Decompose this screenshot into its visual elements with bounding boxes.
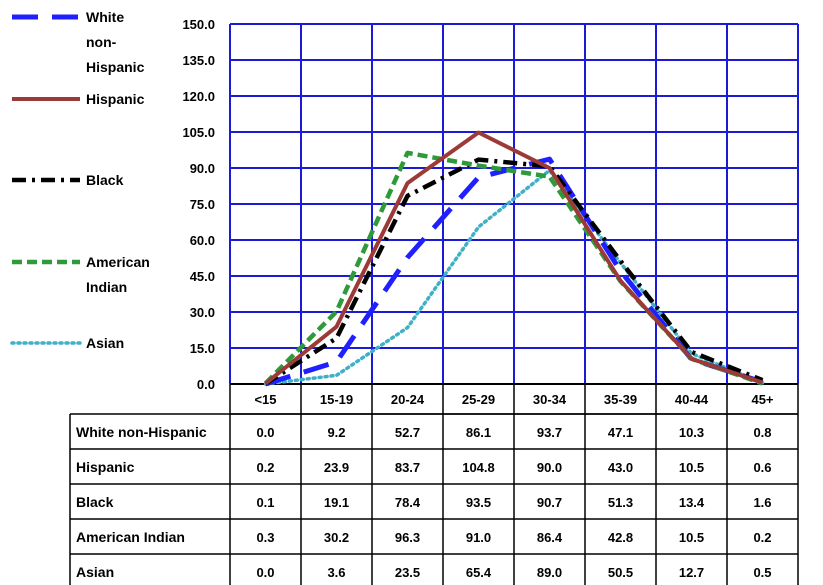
- table-cell-value: 0.3: [256, 530, 274, 545]
- table-cell-value: 0.2: [256, 460, 274, 475]
- table-cell-value: 0.0: [256, 565, 274, 580]
- legend-label: Indian: [86, 279, 127, 295]
- table-cell-value: 30.2: [324, 530, 349, 545]
- table-cell-value: 91.0: [466, 530, 491, 545]
- table-cell-value: 50.5: [608, 565, 633, 580]
- x-category-label: 25-29: [462, 392, 495, 407]
- table-row-label: White non-Hispanic: [76, 424, 207, 440]
- legend-label: American: [86, 254, 150, 270]
- table-cell-value: 65.4: [466, 565, 492, 580]
- legend-label: Hispanic: [86, 59, 145, 75]
- table-row-label: American Indian: [76, 529, 185, 545]
- y-tick-label: 30.0: [190, 305, 215, 320]
- y-tick-label: 135.0: [182, 53, 215, 68]
- table-cell-value: 78.4: [395, 495, 421, 510]
- table-cell-value: 86.1: [466, 425, 491, 440]
- table-cell-value: 83.7: [395, 460, 420, 475]
- table-cell-value: 96.3: [395, 530, 420, 545]
- y-tick-label: 0.0: [197, 377, 215, 392]
- table-cell-value: 10.5: [679, 460, 704, 475]
- legend-label: non-: [86, 34, 117, 50]
- table-cell-value: 47.1: [608, 425, 633, 440]
- x-category-label: 40-44: [675, 392, 709, 407]
- table-cell-value: 12.7: [679, 565, 704, 580]
- table-cell-value: 1.6: [753, 495, 771, 510]
- x-category-label: 45+: [751, 392, 773, 407]
- y-tick-label: 75.0: [190, 197, 215, 212]
- table-cell-value: 23.5: [395, 565, 420, 580]
- y-tick-label: 90.0: [190, 161, 215, 176]
- y-tick-label: 15.0: [190, 341, 215, 356]
- x-category-label: 15-19: [320, 392, 353, 407]
- legend-label: White: [86, 9, 124, 25]
- x-category-label: 30-34: [533, 392, 567, 407]
- table-cell-value: 93.5: [466, 495, 491, 510]
- table-cell-value: 19.1: [324, 495, 349, 510]
- series-line: [264, 157, 764, 386]
- legend-label: Hispanic: [86, 91, 145, 107]
- table-cell-value: 10.5: [679, 530, 704, 545]
- table-cell-value: 0.5: [753, 565, 771, 580]
- table-cell-value: 13.4: [679, 495, 705, 510]
- table-row-label: Black: [76, 494, 114, 510]
- legend-label: Black: [86, 172, 124, 188]
- table-cell-value: 86.4: [537, 530, 563, 545]
- y-tick-label: 150.0: [182, 17, 215, 32]
- table-cell-value: 90.7: [537, 495, 562, 510]
- x-category-label: 20-24: [391, 392, 425, 407]
- table-cell-value: 3.6: [327, 565, 345, 580]
- table-cell-value: 93.7: [537, 425, 562, 440]
- table-row-label: Asian: [76, 564, 114, 580]
- table-cell-value: 0.8: [753, 425, 771, 440]
- y-tick-label: 120.0: [182, 89, 215, 104]
- table-cell-value: 51.3: [608, 495, 633, 510]
- table-row-label: Hispanic: [76, 459, 135, 475]
- y-tick-label: 60.0: [190, 233, 215, 248]
- table-cell-value: 52.7: [395, 425, 420, 440]
- table-cell-value: 10.3: [679, 425, 704, 440]
- table-cell-value: 0.2: [753, 530, 771, 545]
- table-cell-value: 89.0: [537, 565, 562, 580]
- table-cell-value: 90.0: [537, 460, 562, 475]
- table-cell-value: 0.6: [753, 460, 771, 475]
- series-line: [264, 130, 764, 386]
- table-cell-value: 9.2: [327, 425, 345, 440]
- y-tick-label: 105.0: [182, 125, 215, 140]
- x-category-label: <15: [254, 392, 276, 407]
- table-cell-value: 43.0: [608, 460, 633, 475]
- table-cell-value: 0.0: [256, 425, 274, 440]
- table-cell-value: 0.1: [256, 495, 274, 510]
- x-category-label: 35-39: [604, 392, 637, 407]
- legend-label: Asian: [86, 335, 124, 351]
- table-cell-value: 23.9: [324, 460, 349, 475]
- table-cell-value: 42.8: [608, 530, 633, 545]
- table-cell-value: 104.8: [462, 460, 495, 475]
- y-tick-label: 45.0: [190, 269, 215, 284]
